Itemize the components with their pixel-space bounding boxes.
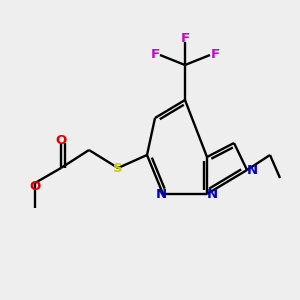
Text: F: F <box>180 32 190 44</box>
Text: O: O <box>56 134 67 146</box>
Text: N: N <box>246 164 258 176</box>
Text: O: O <box>29 179 40 193</box>
Text: S: S <box>113 161 123 175</box>
Text: F: F <box>210 49 220 62</box>
Text: N: N <box>206 188 218 200</box>
Text: N: N <box>155 188 167 200</box>
Text: F: F <box>150 49 160 62</box>
